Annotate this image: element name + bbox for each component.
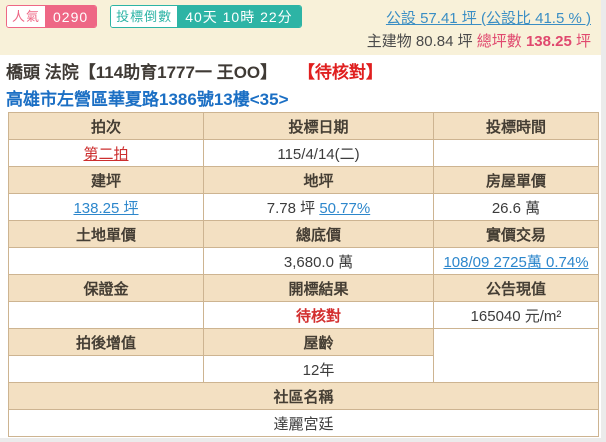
property-address-link[interactable]: 高雄市左營區華夏路1386號13樓<35> <box>6 90 289 109</box>
table-row: 待核對 165040 元/m² <box>8 301 599 329</box>
countdown-value: 40天 10時 22分 <box>177 6 301 27</box>
cell-house-age: 12年 <box>203 355 434 383</box>
table-row: 建坪 地坪 房屋單價 <box>8 166 599 194</box>
header-building-area: 建坪 <box>8 166 204 194</box>
cell-land-area: 7.78 坪 50.77% <box>203 193 434 221</box>
header-total-base-price: 總底價 <box>203 220 434 248</box>
badge-group: 人氣 0290 投標倒數 40天 10時 22分 <box>6 5 302 28</box>
cell-bid-date: 115/4/14(二) <box>203 139 434 167</box>
header-community-name: 社區名稱 <box>8 382 599 410</box>
header-land-area: 地坪 <box>203 166 434 194</box>
header-announced-value: 公告現值 <box>433 274 599 302</box>
total-area-unit: 坪 <box>571 33 591 50</box>
popularity-value: 0290 <box>45 6 97 27</box>
case-title: 橋頭 法院【114助育1777一 王OO】 【待核對】 <box>6 61 601 85</box>
header-bid-date: 投標日期 <box>203 112 434 140</box>
cell-announced-value: 165040 元/m² <box>433 301 599 329</box>
bid-result-status: 待核對 <box>295 307 341 325</box>
header-house-age: 屋齡 <box>203 328 434 356</box>
total-area-label: 總坪數 <box>476 33 526 50</box>
main-building-text: 主建物 80.84 坪 <box>366 33 473 50</box>
property-address: 高雄市左營區華夏路1386號13樓<35> <box>6 88 601 112</box>
top-summary-bar: 人氣 0290 投標倒數 40天 10時 22分 公設 57.41 坪 (公設比… <box>0 0 601 55</box>
header-land-unit-price: 土地單價 <box>8 220 204 248</box>
table-row: 社區名稱 <box>8 382 599 410</box>
cell-house-unit-price: 26.6 萬 <box>433 193 599 221</box>
land-area-text: 7.78 坪 <box>266 199 320 217</box>
cell-land-unit-price <box>8 247 204 275</box>
cell-post-auction-gain <box>8 355 204 383</box>
header-round: 拍次 <box>8 112 204 140</box>
area-summary: 公設 57.41 坪 (公設比 41.5 % ) 主建物 80.84 坪 總坪數… <box>367 7 591 53</box>
table-row: 達麗宮廷 <box>8 409 599 437</box>
common-area-link[interactable]: 公設 57.41 坪 (公設比 41.5 % ) <box>385 10 591 27</box>
countdown-label: 投標倒數 <box>111 6 178 27</box>
table-row: 138.25 坪 7.78 坪 50.77% 26.6 萬 <box>8 193 599 221</box>
cell-deposit <box>8 301 204 329</box>
actual-price-link[interactable]: 108/09 2725萬 0.74% <box>443 253 589 271</box>
cell-actual-price: 108/09 2725萬 0.74% <box>433 247 599 275</box>
building-area-row: 主建物 80.84 坪 總坪數 138.25 坪 <box>367 30 591 53</box>
cell-round: 第二拍 <box>8 139 204 167</box>
header-deposit: 保證金 <box>8 274 204 302</box>
cell-empty-right <box>433 328 599 383</box>
header-bid-result: 開標結果 <box>203 274 434 302</box>
table-row: 拍次 投標日期 投標時間 <box>8 112 599 140</box>
round-link[interactable]: 第二拍 <box>83 145 129 163</box>
popularity-label: 人氣 <box>7 6 46 27</box>
common-area-row: 公設 57.41 坪 (公設比 41.5 % ) <box>367 7 591 30</box>
table-row: 土地單價 總底價 實價交易 <box>8 220 599 248</box>
land-area-ratio-link[interactable]: 50.77% <box>319 199 371 217</box>
cell-bid-time <box>433 139 599 167</box>
cell-community-name: 達麗宮廷 <box>8 409 599 437</box>
countdown-badge: 投標倒數 40天 10時 22分 <box>110 5 302 28</box>
cell-building-area: 138.25 坪 <box>8 193 204 221</box>
header-bid-time: 投標時間 <box>433 112 599 140</box>
cell-bid-result: 待核對 <box>203 301 434 329</box>
auction-info-table: 拍次 投標日期 投標時間 第二拍 115/4/14(二) 建坪 地坪 房屋單價 … <box>8 112 599 437</box>
table-row: 拍後增值 屋齡 <box>8 328 599 383</box>
total-area-value: 138.25 <box>525 33 572 50</box>
table-row: 保證金 開標結果 公告現值 <box>8 274 599 302</box>
cell-total-base-price: 3,680.0 萬 <box>203 247 434 275</box>
building-area-link[interactable]: 138.25 坪 <box>73 199 139 217</box>
case-status-badge: 【待核對】 <box>297 63 383 82</box>
header-actual-price: 實價交易 <box>433 220 599 248</box>
table-row: 3,680.0 萬 108/09 2725萬 0.74% <box>8 247 599 275</box>
case-title-text: 橋頭 法院【114助育1777一 王OO】 <box>6 63 278 82</box>
table-row: 第二拍 115/4/14(二) <box>8 139 599 167</box>
header-post-auction-gain: 拍後增值 <box>8 328 204 356</box>
popularity-badge: 人氣 0290 <box>6 5 98 28</box>
header-house-unit-price: 房屋單價 <box>433 166 599 194</box>
